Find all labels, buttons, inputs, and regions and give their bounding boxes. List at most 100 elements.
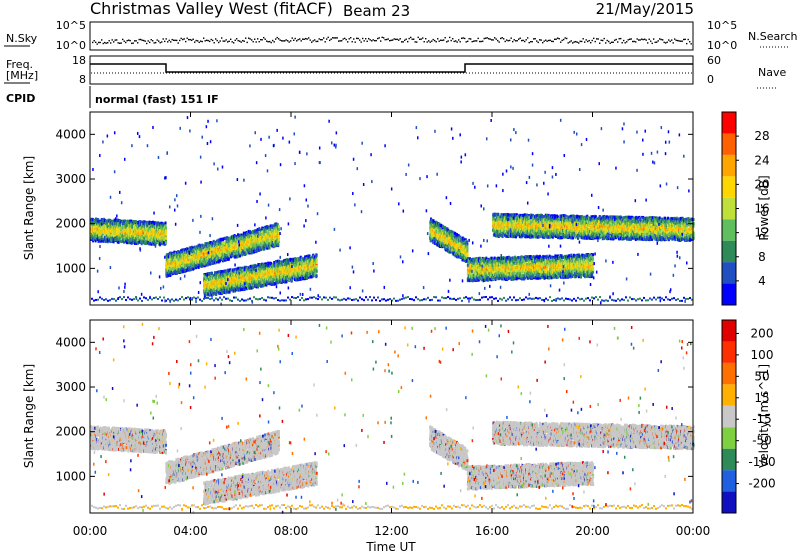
echo-cell (98, 233, 101, 237)
echo-cell (199, 252, 202, 256)
noise-point (239, 40, 241, 42)
noise-right-tick-high: 10^5 (707, 19, 737, 32)
echo-cell (204, 293, 207, 297)
noise-point (261, 39, 263, 41)
echo-cell (141, 234, 144, 238)
noise-point (330, 38, 332, 40)
noise-point (686, 42, 688, 45)
noise-point (338, 40, 340, 42)
noise-point (260, 38, 262, 41)
noise-point (137, 42, 139, 44)
noise-point (95, 41, 97, 44)
echo-cell (105, 222, 108, 226)
echo-cell (149, 240, 152, 244)
noise-point (284, 40, 286, 42)
noise-point (384, 38, 386, 41)
echo-cell (108, 222, 111, 226)
noise-point (689, 41, 691, 43)
noise-point (327, 36, 329, 39)
noise-point (227, 41, 229, 43)
echo-cell (156, 222, 159, 226)
noise-point (174, 39, 176, 42)
noise-point (219, 40, 221, 42)
noise-point (648, 38, 650, 40)
noise-point (353, 38, 355, 40)
noise-point (612, 41, 614, 43)
noise-point (131, 42, 133, 45)
echo-cell (173, 250, 176, 254)
echo-cell (112, 240, 115, 244)
echo-cell (203, 252, 206, 256)
echo-cell (187, 261, 190, 265)
noise-point (329, 39, 331, 42)
noise-point (108, 39, 110, 42)
noise-point (417, 36, 419, 39)
noise-point (222, 40, 224, 42)
noise-point (318, 38, 320, 40)
noise-point (659, 38, 661, 40)
noise-point (420, 38, 422, 40)
echo-cell (208, 255, 211, 259)
noise-point (464, 37, 466, 40)
echo-cell (119, 219, 122, 223)
freq-unit-label: [MHz] (6, 69, 38, 82)
freq-left-tick-low: 8 (79, 73, 86, 86)
noise-point (141, 39, 143, 41)
echo-cell (97, 224, 100, 228)
noise-point (200, 40, 202, 42)
echo-cell (185, 254, 188, 258)
echo-cell (182, 248, 185, 252)
noise-point (578, 42, 580, 44)
noise-point (357, 37, 359, 40)
noise-point (594, 40, 596, 43)
noise-point (533, 38, 535, 40)
echo-cell (134, 234, 137, 238)
noise-point (107, 42, 109, 44)
noise-point (587, 40, 589, 43)
noise-point (233, 42, 235, 44)
noise-point (264, 38, 266, 40)
noise-point (474, 40, 476, 42)
noise-point (300, 40, 302, 42)
echo-cell (139, 232, 142, 236)
noise-point (311, 41, 313, 43)
noise-point (254, 38, 256, 40)
echo-cell (196, 254, 199, 258)
noise-point (605, 42, 607, 44)
echo-cell (138, 235, 141, 239)
echo-cell (94, 239, 97, 243)
echo-cell (112, 219, 115, 223)
noise-point (455, 40, 457, 42)
echo-cell (133, 220, 136, 224)
noise-point (333, 37, 335, 39)
noise-point (356, 37, 358, 40)
noise-point (215, 38, 217, 40)
noise-point (306, 38, 308, 40)
noise-point (117, 42, 119, 44)
noise-point (543, 40, 545, 42)
noise-point (599, 42, 601, 44)
noise-point (623, 39, 625, 42)
noise-point (158, 40, 160, 42)
echo-cell (143, 236, 146, 240)
noise-point (342, 38, 344, 40)
station-title: Christmas Valley West (fitACF) (90, 0, 333, 18)
cpid-value: normal (fast) 151 IF (95, 93, 219, 106)
echo-cell (91, 234, 94, 238)
noise-point (647, 42, 649, 44)
echo-cell (102, 234, 105, 238)
noise-point (210, 38, 212, 41)
noise-point (437, 38, 439, 40)
noise-point (393, 38, 395, 40)
echo-cell (100, 231, 103, 235)
noise-point (302, 38, 304, 40)
echo-cell (103, 219, 106, 223)
noise-point (350, 37, 352, 39)
echo-cell (148, 225, 151, 229)
noise-point (534, 38, 536, 40)
noise-point (416, 41, 418, 43)
noise-point (290, 40, 292, 42)
noise-point (128, 39, 130, 41)
noise-point (288, 41, 290, 43)
echo-cell (172, 255, 175, 259)
